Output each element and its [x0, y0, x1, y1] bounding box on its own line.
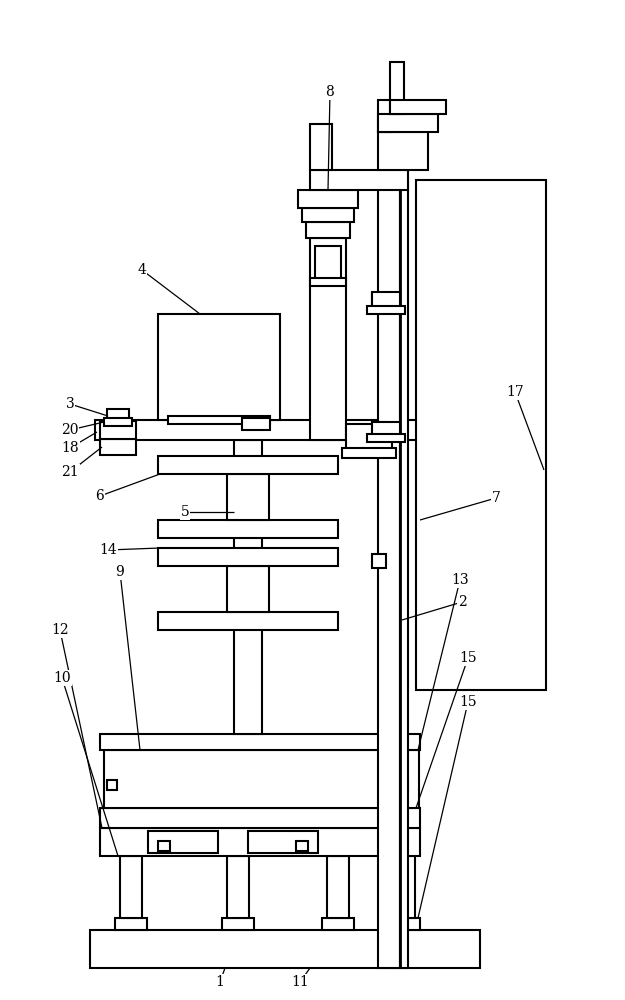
- Bar: [378, 114, 438, 132]
- Bar: [390, 100, 446, 114]
- Bar: [342, 448, 396, 458]
- Bar: [310, 170, 408, 190]
- Bar: [100, 439, 136, 455]
- Bar: [104, 750, 419, 808]
- Text: 17: 17: [506, 385, 524, 399]
- Bar: [120, 856, 142, 918]
- Bar: [158, 612, 338, 630]
- Bar: [416, 180, 546, 690]
- Bar: [100, 828, 420, 856]
- Text: 21: 21: [61, 465, 79, 479]
- Text: 11: 11: [291, 975, 309, 989]
- Text: 8: 8: [326, 85, 334, 99]
- Bar: [372, 422, 386, 436]
- Bar: [400, 178, 408, 968]
- Bar: [306, 222, 350, 238]
- Bar: [158, 520, 338, 538]
- Text: 14: 14: [99, 543, 117, 557]
- Text: 20: 20: [61, 423, 79, 437]
- Text: 5: 5: [181, 505, 189, 519]
- Bar: [388, 918, 420, 930]
- Bar: [90, 930, 480, 968]
- Bar: [367, 434, 405, 442]
- Bar: [346, 424, 392, 452]
- Bar: [372, 422, 400, 438]
- Text: 15: 15: [459, 695, 477, 709]
- Text: 9: 9: [116, 565, 124, 579]
- Bar: [322, 918, 354, 930]
- Bar: [242, 418, 270, 430]
- Text: 13: 13: [451, 573, 469, 587]
- Bar: [158, 548, 338, 566]
- Bar: [378, 132, 428, 170]
- Bar: [248, 831, 318, 853]
- Text: 10: 10: [53, 671, 71, 685]
- Text: 18: 18: [61, 441, 79, 455]
- Bar: [378, 100, 392, 132]
- Bar: [107, 409, 129, 423]
- Bar: [227, 566, 269, 612]
- Text: 6: 6: [96, 489, 104, 503]
- Text: 7: 7: [492, 491, 501, 505]
- Bar: [298, 190, 358, 208]
- Bar: [227, 474, 269, 520]
- Text: 15: 15: [459, 651, 477, 665]
- Bar: [372, 292, 400, 310]
- Bar: [302, 208, 354, 222]
- Bar: [100, 808, 420, 828]
- Bar: [310, 278, 346, 286]
- Bar: [148, 831, 218, 853]
- Bar: [227, 856, 249, 918]
- Bar: [296, 841, 308, 851]
- Bar: [95, 420, 435, 440]
- Bar: [107, 780, 117, 790]
- Bar: [158, 841, 170, 851]
- Text: 3: 3: [66, 397, 74, 411]
- Bar: [100, 421, 136, 439]
- Bar: [315, 246, 341, 282]
- Bar: [390, 62, 404, 114]
- Bar: [327, 856, 349, 918]
- Bar: [115, 918, 147, 930]
- Bar: [158, 314, 280, 420]
- Bar: [393, 856, 415, 918]
- Text: 12: 12: [51, 623, 69, 637]
- Bar: [168, 416, 270, 424]
- Bar: [234, 440, 262, 734]
- Bar: [367, 306, 405, 314]
- Bar: [372, 554, 386, 568]
- Text: 4: 4: [138, 263, 146, 277]
- Bar: [222, 918, 254, 930]
- Bar: [310, 124, 332, 170]
- Bar: [398, 780, 408, 790]
- Bar: [372, 294, 386, 308]
- Bar: [100, 734, 420, 750]
- Bar: [158, 456, 338, 474]
- Bar: [104, 418, 132, 426]
- Text: 1: 1: [216, 975, 224, 989]
- Bar: [310, 238, 346, 440]
- Bar: [378, 178, 400, 968]
- Text: 2: 2: [458, 595, 466, 609]
